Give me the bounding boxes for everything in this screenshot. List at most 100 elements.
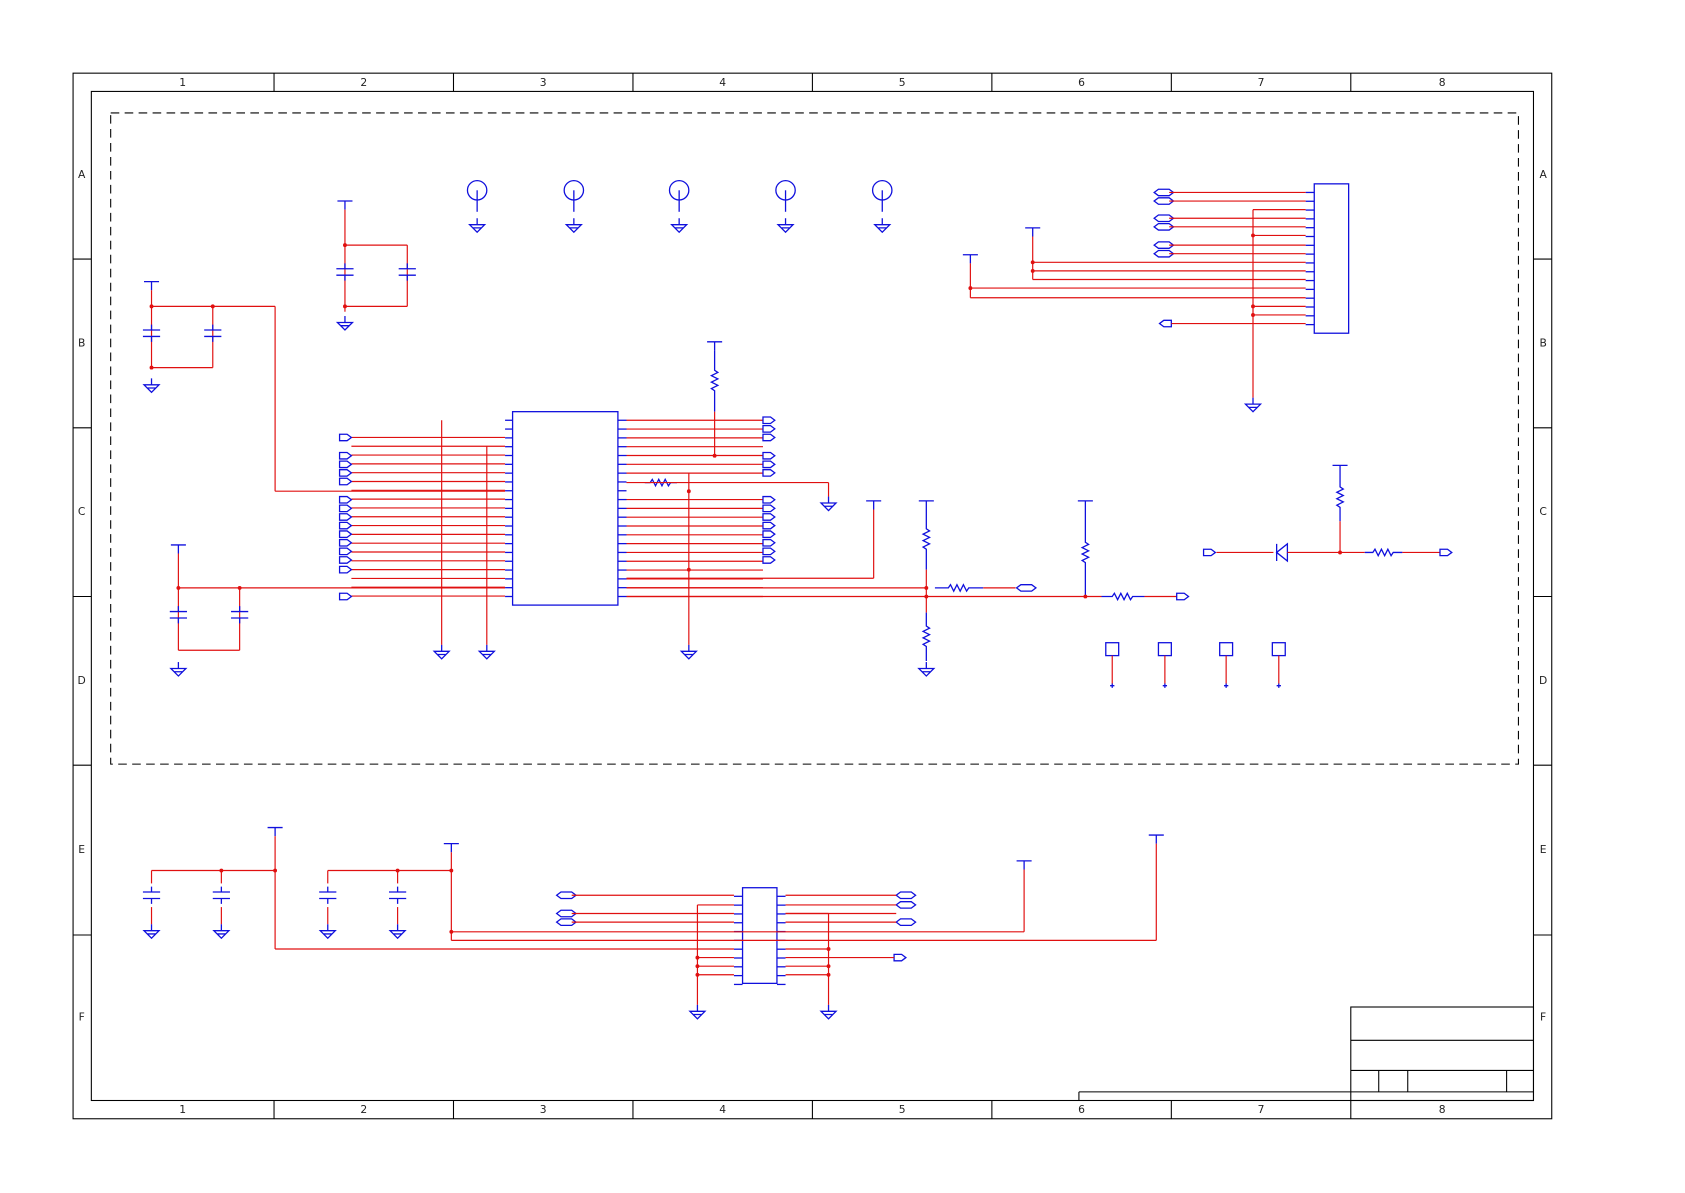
capacitor xyxy=(398,263,416,281)
capacitor xyxy=(142,324,161,342)
row-label: A xyxy=(1539,168,1547,181)
junction xyxy=(1030,260,1035,265)
port xyxy=(338,513,353,521)
connector xyxy=(1313,183,1350,334)
port xyxy=(338,521,353,530)
diode xyxy=(1275,542,1289,563)
port xyxy=(762,504,776,513)
column-label: 7 xyxy=(1258,76,1265,89)
ground xyxy=(142,930,161,940)
dashed-region xyxy=(110,112,1519,765)
column-label: 1 xyxy=(179,1103,186,1116)
capacitor xyxy=(169,606,187,624)
port xyxy=(762,495,776,504)
ground xyxy=(776,224,795,234)
power xyxy=(337,200,353,210)
port xyxy=(762,513,776,521)
ground xyxy=(468,224,487,234)
no-connect xyxy=(1223,683,1229,688)
junction xyxy=(712,453,717,458)
column-label: 8 xyxy=(1439,1103,1446,1116)
circuit xyxy=(142,179,1453,1020)
port xyxy=(762,424,776,433)
junction xyxy=(695,972,700,977)
capacitor xyxy=(336,263,354,281)
junction xyxy=(449,868,454,873)
ground xyxy=(1243,403,1263,413)
port xyxy=(338,504,353,513)
row-label: C xyxy=(1539,505,1547,518)
resistor xyxy=(1080,509,1091,597)
ground xyxy=(318,930,337,940)
port xyxy=(895,918,917,926)
port xyxy=(895,901,917,909)
capacitor xyxy=(204,324,222,342)
junction xyxy=(343,243,347,248)
port xyxy=(338,495,353,504)
junction xyxy=(237,585,242,590)
port xyxy=(1158,319,1172,328)
row-label: F xyxy=(79,1011,85,1024)
ground xyxy=(917,667,936,677)
port xyxy=(338,565,353,574)
ground xyxy=(873,224,892,234)
junction xyxy=(1251,233,1255,238)
ic xyxy=(511,411,619,606)
column-label: 4 xyxy=(719,1103,726,1116)
row-label: E xyxy=(78,843,85,856)
junction xyxy=(149,304,154,309)
port xyxy=(338,592,353,601)
junction xyxy=(176,585,181,590)
power xyxy=(1077,500,1093,510)
no-connect xyxy=(1276,683,1281,688)
ground xyxy=(679,650,698,660)
ic xyxy=(741,887,778,985)
capacitor xyxy=(389,886,407,904)
capacitor xyxy=(319,886,337,904)
junction xyxy=(924,594,929,599)
junction xyxy=(1251,304,1255,309)
junction xyxy=(695,955,700,960)
pad xyxy=(1105,642,1120,657)
port xyxy=(338,460,353,469)
power xyxy=(143,280,160,291)
resistor xyxy=(1364,547,1403,558)
ground xyxy=(688,1010,707,1020)
power xyxy=(962,254,978,264)
port xyxy=(338,530,353,539)
port xyxy=(1015,584,1038,592)
port xyxy=(338,451,353,460)
row-label: B xyxy=(1539,336,1546,349)
ground xyxy=(432,650,451,660)
row-label: D xyxy=(78,674,86,687)
port xyxy=(338,538,353,547)
resistor xyxy=(1335,473,1345,522)
junction xyxy=(826,964,831,969)
junction xyxy=(210,304,215,309)
row-label: B xyxy=(78,336,85,349)
resistor xyxy=(921,509,931,570)
column-label: 3 xyxy=(540,76,547,89)
column-label: 6 xyxy=(1078,76,1085,89)
title-block xyxy=(1078,1006,1535,1102)
row-label: A xyxy=(78,168,86,181)
column-label: 5 xyxy=(899,1103,906,1116)
power xyxy=(866,500,882,510)
ground xyxy=(477,650,496,660)
resistor xyxy=(709,350,720,412)
power xyxy=(1016,860,1032,870)
port xyxy=(762,451,776,460)
port xyxy=(762,521,776,530)
column-label: 2 xyxy=(360,1103,367,1116)
no-connect xyxy=(1110,683,1115,688)
port xyxy=(893,953,907,962)
power xyxy=(1025,227,1041,237)
no-connect xyxy=(1162,683,1168,688)
row-label: F xyxy=(1540,1011,1546,1024)
junction xyxy=(686,489,691,494)
ground xyxy=(819,1010,838,1020)
power xyxy=(170,544,186,554)
port xyxy=(895,891,917,900)
ground xyxy=(169,667,188,677)
